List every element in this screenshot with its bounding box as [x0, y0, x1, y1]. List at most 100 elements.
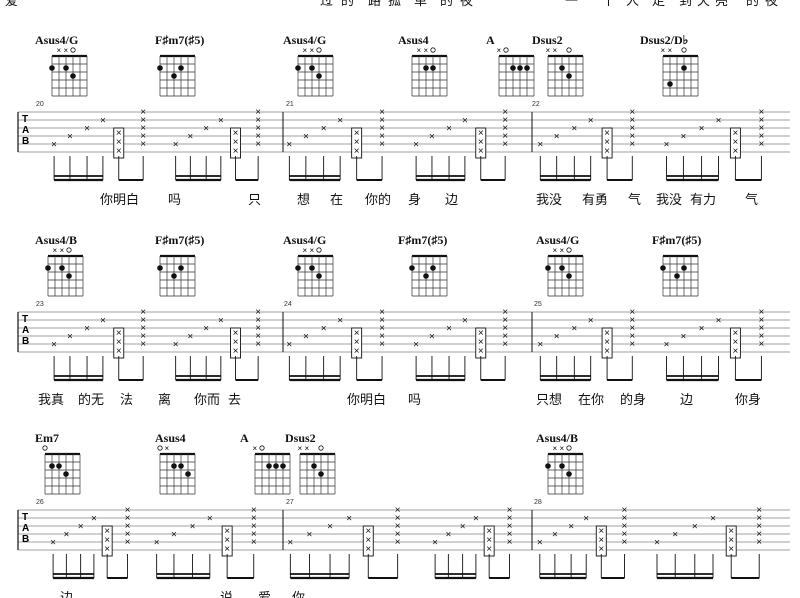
finger-dot: [49, 65, 55, 71]
chord-name: Asus4/G: [283, 233, 326, 247]
lyric-syllable: 边: [60, 591, 73, 598]
tab-note-x: ×: [116, 346, 122, 357]
tab-note-x: ×: [486, 544, 492, 555]
mute-marker: ×: [668, 46, 673, 55]
lyric-syllable: 的无: [78, 392, 104, 408]
tab-note-x: ×: [756, 513, 762, 524]
open-marker: [566, 247, 572, 253]
lyric-syllable: 我真: [38, 393, 64, 408]
tab-note-x: ×: [379, 307, 385, 318]
tab-note-x: ×: [379, 331, 385, 342]
tab-note-x: ×: [125, 505, 131, 516]
chord-diagram: × ×: [298, 444, 336, 495]
open-marker: [157, 445, 163, 451]
tab-note-x: ×: [233, 146, 239, 157]
finger-dot: [280, 463, 286, 469]
mute-marker: ×: [303, 46, 308, 55]
chord-name: Em7: [35, 431, 59, 445]
tab-note-x: ×: [51, 140, 57, 151]
tab-note-x: ×: [716, 116, 722, 127]
finger-dot: [70, 73, 76, 79]
tab-note-x: ×: [140, 123, 146, 134]
tab-note-x: ×: [413, 140, 419, 151]
chord-name: Asus4: [155, 431, 186, 445]
tab-note-x: ×: [571, 324, 577, 335]
lyric-syllable: 我没: [656, 193, 682, 208]
tab-note-x: ×: [664, 140, 670, 151]
finger-dot: [185, 471, 191, 477]
chord-diagram: × ×: [295, 46, 334, 97]
tab-note-x: ×: [140, 331, 146, 342]
tab-note-x: ×: [502, 131, 508, 142]
tab-note-x: ×: [502, 315, 508, 326]
lyric-syllable: 只想: [536, 392, 562, 408]
tab-note-x: ×: [154, 538, 160, 549]
tab-figure: ××××××××××××: [50, 505, 131, 580]
tab-note-x: ×: [502, 139, 508, 150]
tab-note-x: ×: [622, 505, 628, 516]
tab-note-x: ×: [203, 324, 209, 335]
measure-number: 25: [534, 301, 542, 308]
lyric-syllable: 我没: [536, 193, 562, 208]
tab-note-x: ×: [125, 521, 131, 532]
tab-note-x: ×: [233, 328, 239, 339]
lyric-syllable: 想: [297, 192, 310, 208]
finger-dot: [566, 471, 572, 477]
tab-note-x: ×: [486, 526, 492, 537]
tab-note-x: ×: [478, 337, 484, 348]
tab-note-x: ×: [502, 331, 508, 342]
lyric-syllable: 你明白: [100, 192, 139, 208]
chord-name: Dsus2/D♭: [640, 33, 688, 47]
finger-dot: [559, 265, 565, 271]
chord-diagram: [409, 254, 448, 297]
tab-note-x: ×: [379, 139, 385, 150]
lyric-syllable: 吗: [168, 193, 181, 208]
tab-clef-letter: T: [22, 114, 28, 125]
tab-figure: ××××××××××××: [664, 107, 764, 182]
tab-note-x: ×: [502, 339, 508, 350]
finger-dot: [171, 73, 177, 79]
lyric-syllable: 你的: [365, 192, 391, 208]
lyric-syllable: 边: [680, 393, 693, 408]
top-lyric-char: 的: [341, 0, 354, 9]
measure-number: 26: [36, 499, 44, 506]
tab-note-x: ×: [445, 530, 451, 541]
chord-name: Asus4/G: [35, 33, 78, 47]
tab-note-x: ×: [758, 107, 764, 118]
tab-note-x: ×: [354, 346, 360, 357]
measure-number: 23: [36, 301, 44, 308]
tab-note-x: ×: [365, 526, 371, 537]
finger-dot: [171, 273, 177, 279]
tab-note-x: ×: [486, 535, 492, 546]
tab-note-x: ×: [622, 529, 628, 540]
tab-note-x: ×: [507, 537, 513, 548]
tab-note-x: ×: [395, 537, 401, 548]
lyric-syllable: 法: [120, 393, 133, 408]
lyric-syllable: 在: [330, 193, 343, 208]
tab-note-x: ×: [379, 131, 385, 142]
tab-note-x: ×: [604, 128, 610, 139]
tab-note-x: ×: [680, 332, 686, 343]
tab-note-x: ×: [63, 530, 69, 541]
tab-note-x: ×: [568, 522, 574, 533]
finger-dot: [157, 265, 163, 271]
chord-name: Asus4/G: [536, 233, 579, 247]
tab-note-x: ×: [756, 537, 762, 548]
tab-note-x: ×: [203, 124, 209, 135]
tab-note-x: ×: [104, 526, 110, 537]
tab-note-x: ×: [104, 535, 110, 546]
tab-note-x: ×: [732, 146, 738, 157]
tab-note-x: ×: [732, 337, 738, 348]
lyric-syllable: 离: [158, 392, 171, 408]
finger-dot: [681, 265, 687, 271]
finger-dot: [517, 65, 523, 71]
finger-dot: [63, 65, 69, 71]
tab-note-x: ×: [379, 115, 385, 126]
tab-note-x: ×: [140, 139, 146, 150]
tab-note-x: ×: [187, 132, 193, 143]
top-lyric-char: 天: [697, 0, 710, 9]
tab-note-x: ×: [629, 131, 635, 142]
tab-note-x: ×: [303, 332, 309, 343]
tab-note-x: ×: [478, 137, 484, 148]
